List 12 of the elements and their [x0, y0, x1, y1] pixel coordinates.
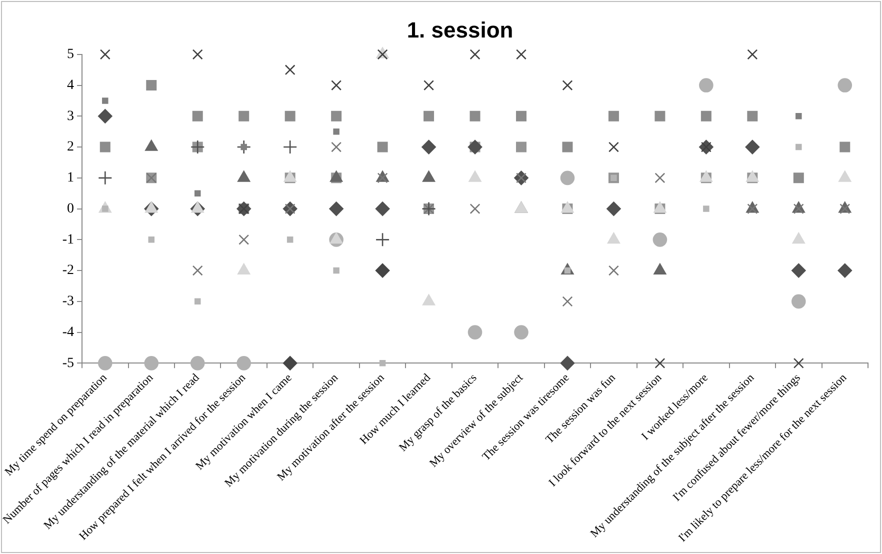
y-tick-label: -2: [62, 263, 74, 278]
y-tick-label: 4: [67, 78, 74, 93]
y-tick-label: 5: [67, 47, 74, 62]
y-tick-label: -3: [62, 294, 74, 310]
y-tick-label: 1: [67, 170, 74, 186]
y-tick-label: 0: [67, 201, 74, 216]
y-tick-label: 3: [67, 108, 74, 124]
chart-title: 1. session: [406, 17, 514, 42]
y-tick-label: -4: [62, 324, 74, 340]
y-tick-label: 2: [67, 140, 74, 155]
y-tick-label: -1: [62, 232, 74, 248]
y-tick-label: -5: [62, 356, 74, 371]
